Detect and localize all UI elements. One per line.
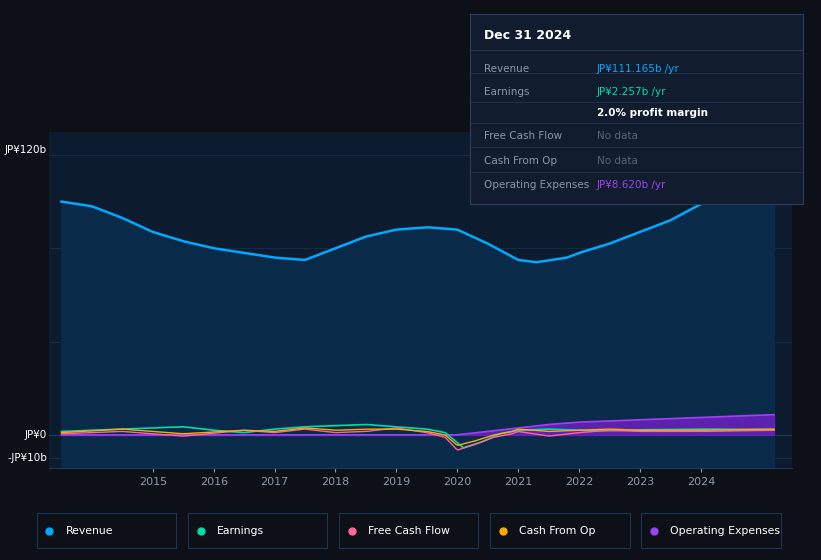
Text: Operating Expenses: Operating Expenses (670, 526, 780, 535)
Text: Free Cash Flow: Free Cash Flow (484, 131, 562, 141)
Text: JP¥0: JP¥0 (25, 430, 47, 440)
Text: 2.0% profit margin: 2.0% profit margin (597, 108, 708, 118)
Text: Free Cash Flow: Free Cash Flow (368, 526, 450, 535)
Text: No data: No data (597, 156, 638, 166)
Text: Cash From Op: Cash From Op (484, 156, 557, 166)
Text: JP¥2.257b /yr: JP¥2.257b /yr (597, 87, 667, 97)
Text: Operating Expenses: Operating Expenses (484, 180, 589, 190)
Text: JP¥8.620b /yr: JP¥8.620b /yr (597, 180, 666, 190)
Text: No data: No data (597, 131, 638, 141)
Text: Revenue: Revenue (66, 526, 113, 535)
Text: Cash From Op: Cash From Op (519, 526, 596, 535)
Text: JP¥120b: JP¥120b (5, 145, 47, 155)
Text: Dec 31 2024: Dec 31 2024 (484, 29, 571, 42)
Text: Revenue: Revenue (484, 64, 529, 74)
Text: Earnings: Earnings (484, 87, 530, 97)
Text: -JP¥10b: -JP¥10b (7, 453, 47, 463)
Text: Earnings: Earnings (217, 526, 264, 535)
Text: JP¥111.165b /yr: JP¥111.165b /yr (597, 64, 680, 74)
